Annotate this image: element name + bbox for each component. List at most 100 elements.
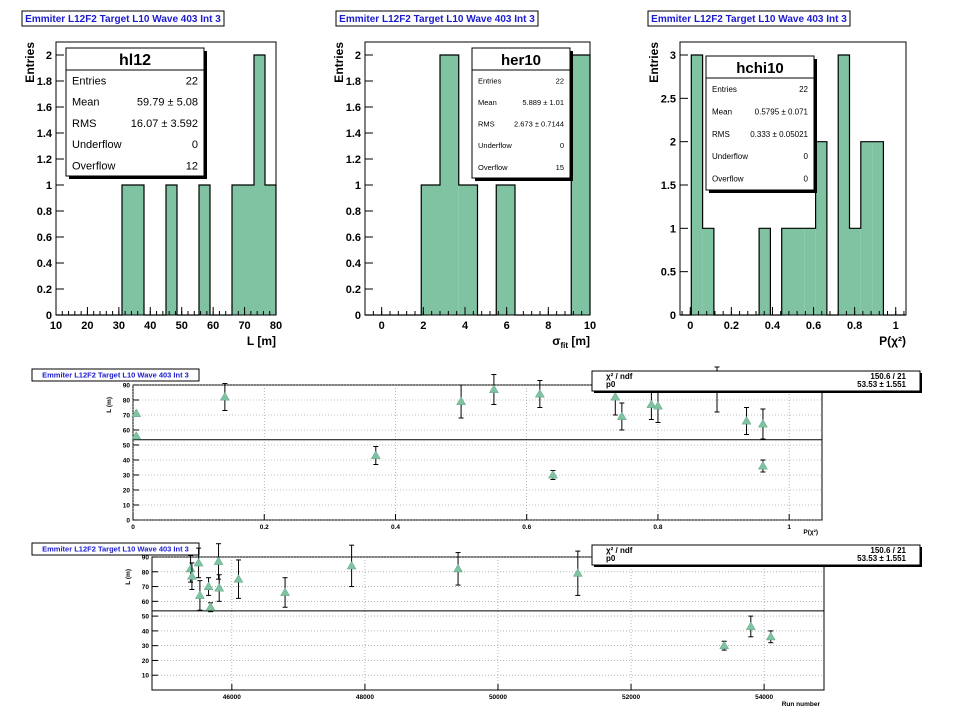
histogram-bin [254, 55, 265, 315]
histogram-bin [166, 185, 177, 315]
y-tick-label: 1.8 [346, 76, 361, 88]
y-tick-label: 1 [670, 223, 676, 235]
stats-value: 0 [804, 152, 809, 161]
data-point [131, 408, 142, 417]
y-tick-label: 60 [142, 599, 150, 606]
y-axis-label: L (m) [125, 569, 132, 585]
fit-label: χ² / ndf [606, 546, 633, 555]
x-tick-label: 0.2 [724, 320, 739, 332]
fit-label: p0 [606, 554, 616, 563]
y-tick-label: 40 [142, 628, 150, 635]
title-box [31, 368, 200, 382]
data-point [131, 431, 142, 440]
histogram-bin [133, 185, 144, 315]
histogram-bin [421, 185, 440, 315]
y-tick-label: 0 [670, 310, 676, 322]
x-tick-label: 2 [420, 320, 426, 332]
histogram-bin [199, 185, 210, 315]
y-tick-label: 60 [123, 428, 131, 435]
data-point [745, 621, 756, 630]
stats-label: Underflow [712, 152, 748, 161]
graph-g1: 0 10 20 30 40 50 60 70 80 90 0 0.2 0.4 0.6 0.8 1 L (m) P(… [106, 366, 922, 536]
histogram-bin [265, 185, 276, 315]
y-axis-label: Entries [23, 42, 37, 83]
data-point [610, 392, 621, 401]
data-point [205, 602, 216, 611]
title-box [335, 10, 539, 27]
x-tick-label: 0.8 [847, 320, 862, 332]
x-tick-label: 4 [462, 320, 469, 332]
fit-label: χ² / ndf [606, 372, 633, 381]
stats-label: Mean [72, 97, 100, 109]
x-tick-label: 0.4 [391, 524, 400, 531]
histogram-h1: 10 20 30 40 50 60 70 8000.20.40.60.811.21.41.61… [23, 41, 282, 348]
stats-label: Overflow [712, 175, 744, 184]
x-tick-label: 40 [144, 320, 156, 332]
stats-value: 2.673 ± 0.7144 [514, 120, 564, 129]
x-tick-label: 30 [113, 320, 125, 332]
y-tick-label: 0 [355, 310, 361, 322]
data-point [758, 461, 768, 470]
y-tick-label: 0 [46, 310, 52, 322]
fit-box [591, 370, 921, 392]
y-tick-label: 2 [46, 50, 52, 62]
histogram-bin [759, 228, 771, 315]
y-tick-label: 1.2 [37, 154, 52, 166]
y-tick-label: 0.2 [37, 284, 52, 296]
stats-name: hchi10 [736, 60, 784, 77]
y-tick-label: 70 [142, 584, 150, 591]
histogram-outline [680, 54, 906, 316]
data-point [488, 384, 499, 393]
x-tick-label: 0.8 [653, 524, 662, 531]
stats-label: RMS [72, 118, 96, 130]
x-tick-label: 0 [687, 320, 693, 332]
chart-title: Emmiter L12F2 Target L10 Wave 403 Int 3 [651, 14, 847, 25]
data-point [233, 574, 244, 583]
stats-label: Mean [478, 98, 497, 107]
y-tick-label: 30 [123, 473, 131, 480]
y-tick-label: 20 [123, 488, 131, 495]
histogram-bin [571, 55, 590, 315]
y-tick-label: 3 [670, 50, 676, 62]
stats-value: 22 [186, 75, 198, 87]
y-tick-label: 50 [123, 443, 131, 450]
y-tick-label: 0.4 [346, 258, 362, 270]
x-tick-label: 0 [131, 524, 135, 531]
stats-value: 22 [556, 76, 564, 85]
histogram-bin [458, 185, 478, 315]
y-tick-label: 0.8 [346, 206, 361, 218]
y-tick-label: 1 [355, 180, 361, 192]
x-axis-label: Run number [782, 701, 821, 708]
x-tick-label: 6 [504, 320, 510, 332]
histogram-bin [815, 141, 827, 315]
histogram-bin [243, 185, 254, 315]
data-point [646, 399, 657, 408]
y-tick-label: 1 [46, 180, 52, 192]
histogram-bin [860, 141, 873, 315]
stats-value: 0 [560, 141, 564, 150]
y-tick-label: 0.2 [346, 284, 361, 296]
stats-label: Entries [712, 85, 737, 94]
y-tick-label: 80 [123, 398, 131, 405]
data-point [193, 557, 204, 567]
title-box [647, 10, 851, 27]
x-tick-label: 0.6 [522, 524, 531, 531]
x-tick-label: 48000 [356, 694, 374, 701]
plot-frame [151, 556, 825, 691]
stats-value: 12 [186, 160, 198, 172]
y-tick-label: 1.5 [661, 180, 676, 192]
stats-value: 0.5795 ± 0.071 [755, 107, 809, 116]
stats-value: 0 [192, 139, 198, 151]
stats-label: Overflow [478, 163, 508, 172]
x-tick-label: 20 [81, 320, 93, 332]
graph-g2: 10 20 30 40 50 60 70 80 90 46000 48000 50000 52000 54… [125, 543, 922, 708]
histogram-bin [496, 185, 515, 315]
data-point [765, 631, 776, 641]
x-tick-label: 50 [176, 320, 188, 332]
x-tick-label: 0.4 [765, 320, 781, 332]
y-tick-label: 2 [670, 137, 676, 149]
y-tick-label: 30 [142, 643, 150, 650]
x-tick-label: 10 [50, 320, 62, 332]
y-tick-label: 20 [142, 658, 150, 665]
stats-label: Overflow [72, 160, 115, 172]
